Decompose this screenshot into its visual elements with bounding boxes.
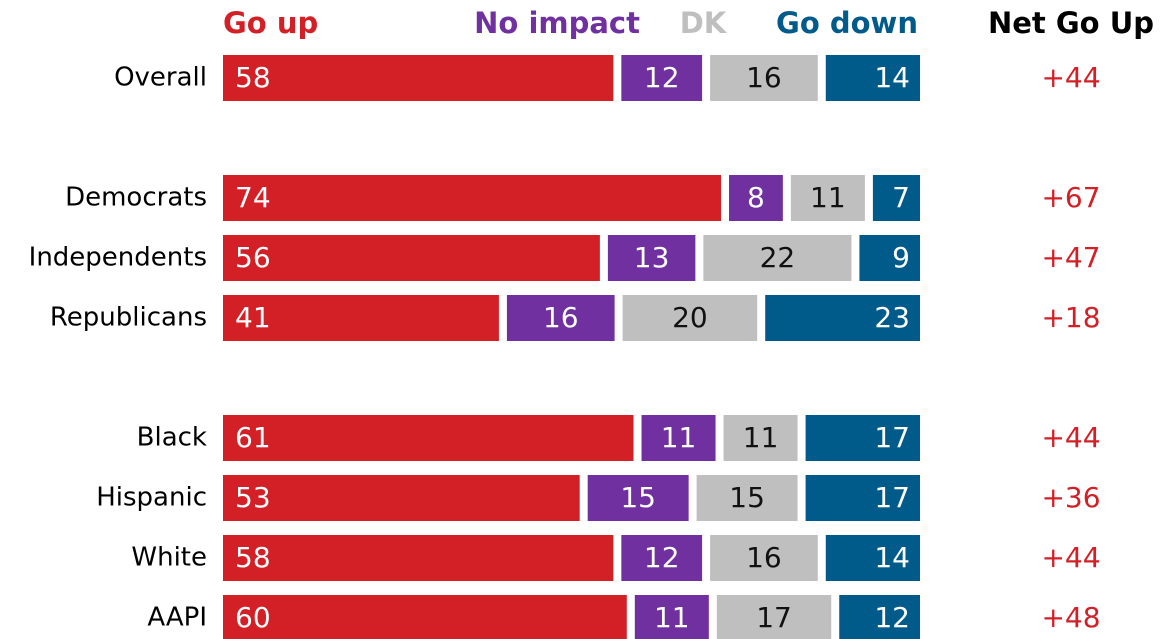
net-value: +36 xyxy=(1041,481,1100,514)
bar-segment xyxy=(223,295,499,341)
legend-label: Go down xyxy=(776,6,918,40)
category-label: Independents xyxy=(29,243,207,273)
value-label: 17 xyxy=(874,421,910,454)
net-value: +47 xyxy=(1041,241,1100,274)
category-label: Republicans xyxy=(50,303,207,333)
bar-segment xyxy=(716,595,832,639)
value-label: 17 xyxy=(756,601,792,634)
net-value: +18 xyxy=(1041,301,1100,334)
value-label: 8 xyxy=(747,181,765,214)
net-value: +48 xyxy=(1041,601,1100,634)
value-label: 41 xyxy=(235,301,271,334)
bar-segment xyxy=(223,475,580,521)
bar-segment xyxy=(223,235,600,281)
net-value: +67 xyxy=(1041,181,1100,214)
value-label: 16 xyxy=(543,301,579,334)
bar-segment xyxy=(703,235,852,281)
category-label: Hispanic xyxy=(96,483,207,513)
value-label: 13 xyxy=(634,241,670,274)
value-label: 7 xyxy=(892,181,910,214)
bar-segment xyxy=(621,55,703,101)
category-label: AAPI xyxy=(147,603,207,633)
net-value: +44 xyxy=(1041,61,1100,94)
value-label: 22 xyxy=(760,241,796,274)
value-label: 53 xyxy=(235,481,271,514)
bar-segment xyxy=(607,235,696,281)
bar-segment xyxy=(723,415,798,461)
value-label: 60 xyxy=(235,601,271,634)
value-label: 11 xyxy=(743,421,779,454)
value-label: 61 xyxy=(235,421,271,454)
value-label: 14 xyxy=(874,61,910,94)
net-header: Net Go Up xyxy=(988,6,1154,40)
bar-segment xyxy=(587,475,689,521)
legend-label: No impact xyxy=(474,6,640,40)
value-label: 12 xyxy=(874,601,910,634)
bar-segment xyxy=(765,295,920,341)
bar-segment xyxy=(859,235,920,281)
value-label: 11 xyxy=(654,601,690,634)
bar-segment xyxy=(805,475,920,521)
net-value: +44 xyxy=(1041,421,1100,454)
bar-segment xyxy=(710,55,818,101)
net-value: +44 xyxy=(1041,541,1100,574)
value-label: 56 xyxy=(235,241,271,274)
bar-segment xyxy=(805,415,920,461)
bar-segment xyxy=(825,535,920,581)
legend-label: Go up xyxy=(223,6,318,40)
value-label: 11 xyxy=(810,181,846,214)
bar-segment xyxy=(790,175,865,221)
bar-segment xyxy=(223,535,614,581)
category-label: Democrats xyxy=(65,183,207,213)
value-label: 23 xyxy=(874,301,910,334)
bar-segment xyxy=(825,55,920,101)
value-label: 20 xyxy=(672,301,708,334)
bar-segment xyxy=(710,535,818,581)
value-label: 14 xyxy=(874,541,910,574)
bar-segment xyxy=(622,295,758,341)
value-label: 11 xyxy=(661,421,697,454)
bar-segment xyxy=(621,535,703,581)
bar-segment xyxy=(223,595,627,639)
value-label: 12 xyxy=(644,61,680,94)
bar-segment xyxy=(223,175,722,221)
category-label: Black xyxy=(137,423,207,453)
value-label: 9 xyxy=(892,241,910,274)
value-label: 17 xyxy=(874,481,910,514)
value-label: 15 xyxy=(729,481,765,514)
value-label: 16 xyxy=(746,541,782,574)
bar-segment xyxy=(223,415,634,461)
value-label: 12 xyxy=(644,541,680,574)
category-label: Overall xyxy=(114,63,207,93)
value-label: 74 xyxy=(235,181,271,214)
bar-segment xyxy=(634,595,709,639)
value-label: 16 xyxy=(746,61,782,94)
bar-segment xyxy=(729,175,783,221)
bar-segment xyxy=(696,475,798,521)
value-label: 58 xyxy=(235,61,271,94)
bar-segment xyxy=(223,55,614,101)
bar-segment xyxy=(641,415,716,461)
value-label: 15 xyxy=(620,481,656,514)
value-label: 58 xyxy=(235,541,271,574)
bar-segment xyxy=(872,175,920,221)
category-label: White xyxy=(131,543,207,573)
bar-segment xyxy=(506,295,615,341)
legend-label: DK xyxy=(680,6,728,40)
bar-segment xyxy=(839,595,920,639)
